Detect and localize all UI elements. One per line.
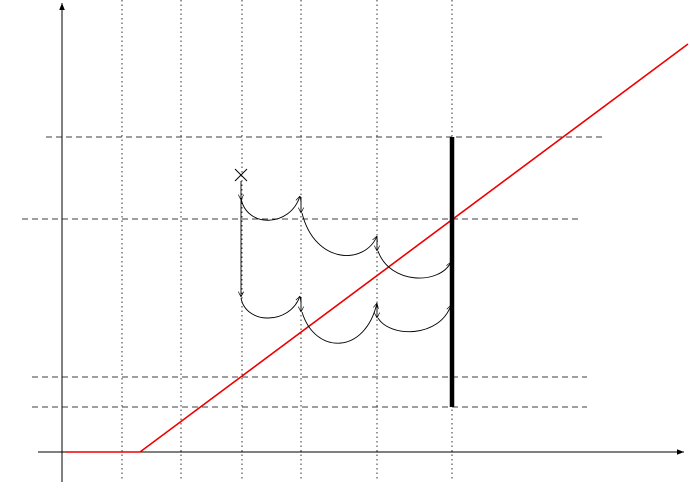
arc-arrow [240, 296, 300, 319]
dashed-horizontals [22, 136, 602, 408]
arc-arrow [301, 303, 377, 344]
cross-stroke [234, 168, 248, 182]
arc-arrow [301, 212, 377, 256]
dotted-verticals [121, 0, 453, 480]
arc-arrow [240, 196, 300, 221]
paths [240, 181, 451, 344]
arc-arrow [377, 305, 451, 333]
arc-arrow [377, 250, 451, 279]
cross-mark [234, 168, 248, 182]
red-line [65, 43, 689, 453]
